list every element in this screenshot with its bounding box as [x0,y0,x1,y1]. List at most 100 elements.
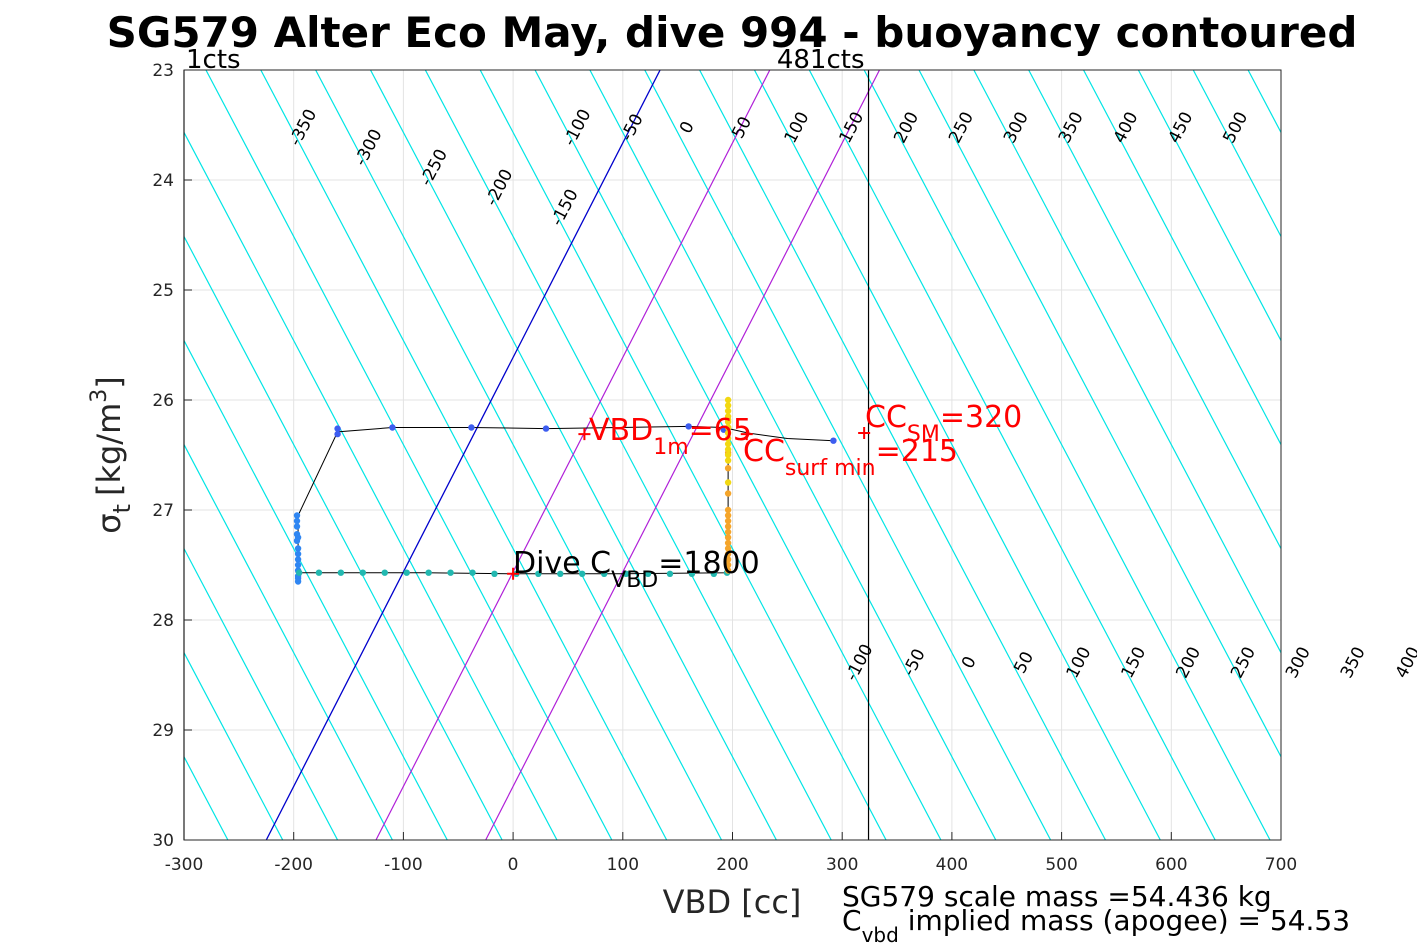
x-tick-label: -100 [384,855,423,875]
data-point [724,402,732,409]
cc-sm-annotation: CCSM=320 [865,400,1022,447]
contour-label: 350 [1337,644,1370,682]
data-point [724,440,732,448]
contour-line [534,70,942,840]
data-point [293,517,301,525]
data-point [666,570,674,577]
axis-ticks: -300 -200 -100 0 100 200 300 400 500 600 700 23 24 25… [152,61,1297,875]
data-point [600,570,608,577]
contour-line [753,70,1161,840]
y-tick-label: 24 [152,171,174,191]
contour-line [424,70,832,840]
y-tick-label: 23 [152,61,174,81]
contour-line [0,70,173,840]
data-point [579,570,586,577]
x-tick-label: 500 [1045,855,1077,875]
x-tick-label: 400 [936,855,968,875]
data-point [294,578,302,585]
data-point [724,556,732,563]
data-point [724,416,732,423]
red-plus-marker [507,567,520,580]
data-point [334,425,341,432]
y-axis-label: σt[kg/m3] [87,376,136,533]
dive-cvbd-annotation: Dive CVBD=1800 [513,546,760,593]
reference-buoyancy-line [375,70,771,840]
red-plus-marker [740,428,753,441]
data-point [724,506,732,514]
vbd-1m-annotation: VBD1m=65 [589,413,752,460]
cc-surf-min-annotation: CCsurf min=215 [743,434,958,481]
data-point [468,424,475,431]
y-tick-label: 27 [152,501,174,521]
data-point [293,523,301,530]
data-point [724,451,732,459]
contour-label: 400 [1392,644,1417,682]
contour-line [1192,70,1281,238]
reference-buoyancy-line [485,70,881,840]
data-point [294,545,302,552]
data-point [294,550,302,558]
contour-label: 300 [1282,644,1315,682]
contour-line [184,235,503,840]
data-point [724,424,732,431]
contour-line [1137,70,1281,342]
data-point [724,517,732,525]
dive-data [293,396,837,585]
scale-mass-note: SG579 scale mass =54.436 kg [842,880,1272,913]
data-point [724,545,732,552]
contour-line [918,70,1281,759]
x-tick-label: -300 [165,855,204,875]
contour-line [973,70,1281,654]
data-point [622,570,630,577]
x-tick-label: 700 [1265,855,1297,875]
data-point [535,570,542,577]
data-point [724,539,732,547]
data-point [542,425,550,432]
data-point [724,435,732,442]
data-point [724,528,732,536]
x-tick-label: -200 [274,855,313,875]
x-tick-label: 300 [826,855,858,875]
implied-mass-note: Cvbd implied mass (apogee) = 54.53 [842,904,1350,945]
data-point [315,569,323,576]
x-tick-label: 600 [1155,855,1187,875]
contour-line [1028,70,1281,550]
data-point [491,570,498,577]
data-point [724,465,732,472]
x-tick-label: 200 [716,855,748,875]
data-point [557,570,564,577]
data-point [724,446,732,453]
y-tick-label: 29 [152,721,174,741]
red-markers [507,427,871,580]
data-point [724,523,732,530]
chart-title: SG579 Alter Eco May, dive 994 - buoyancy… [107,8,1358,57]
red-plus-marker [578,428,591,441]
data-point [724,490,732,497]
data-point [830,437,837,444]
data-point [403,569,410,576]
data-point [447,569,454,576]
data-point [724,534,732,541]
data-point [724,550,732,558]
x-axis-label: VBD [cc] [663,883,802,921]
data-point [294,556,302,563]
y-tick-label: 28 [152,611,174,631]
data-point [381,569,388,576]
data-point [359,569,367,576]
contour-line [589,70,997,840]
data-point [724,512,732,519]
x-tick-label: 0 [508,855,519,875]
contour-line [1083,70,1281,446]
data-point [337,569,345,576]
data-point [685,423,692,430]
contour-line [644,70,1052,840]
data-point [294,534,302,541]
contour-line [315,70,723,840]
data-point [724,567,732,574]
red-plus-marker [858,427,871,439]
data-point [724,561,732,569]
data-point [688,570,696,577]
contour-line [205,70,613,840]
data-point [724,407,732,415]
